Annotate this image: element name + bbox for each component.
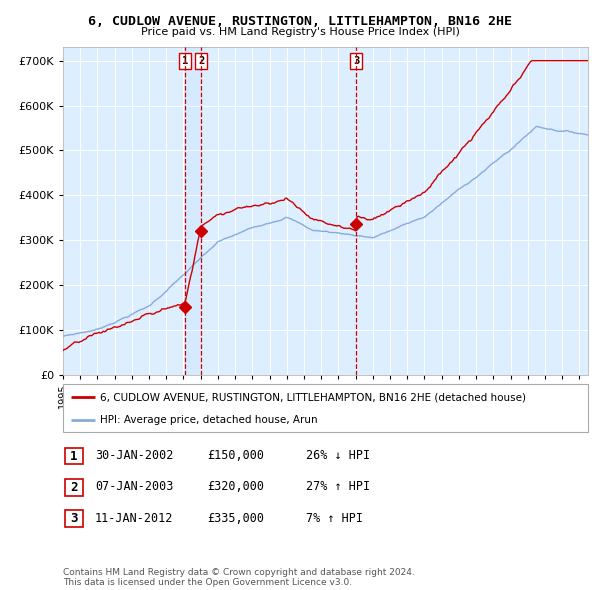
Text: 2: 2 [70, 481, 77, 494]
Text: 3: 3 [70, 512, 77, 525]
Text: 1: 1 [182, 56, 188, 66]
Text: HPI: Average price, detached house, Arun: HPI: Average price, detached house, Arun [100, 415, 317, 425]
Bar [185, 47, 201, 375]
Text: Contains HM Land Registry data © Crown copyright and database right 2024.
This d: Contains HM Land Registry data © Crown c… [63, 568, 415, 587]
Text: 6, CUDLOW AVENUE, RUSTINGTON, LITTLEHAMPTON, BN16 2HE (detached house): 6, CUDLOW AVENUE, RUSTINGTON, LITTLEHAMP… [100, 392, 526, 402]
Text: 26% ↓ HPI: 26% ↓ HPI [306, 449, 370, 462]
Text: 07-JAN-2003: 07-JAN-2003 [95, 480, 173, 493]
Text: £320,000: £320,000 [207, 480, 264, 493]
Text: Price paid vs. HM Land Registry's House Price Index (HPI): Price paid vs. HM Land Registry's House … [140, 27, 460, 37]
Text: 2: 2 [198, 56, 205, 66]
Text: 27% ↑ HPI: 27% ↑ HPI [306, 480, 370, 493]
Text: £335,000: £335,000 [207, 512, 264, 525]
Text: 7% ↑ HPI: 7% ↑ HPI [306, 512, 363, 525]
Text: 11-JAN-2012: 11-JAN-2012 [95, 512, 173, 525]
Text: 30-JAN-2002: 30-JAN-2002 [95, 449, 173, 462]
Text: 1: 1 [70, 450, 77, 463]
Bar [65, 510, 83, 527]
Text: 6, CUDLOW AVENUE, RUSTINGTON, LITTLEHAMPTON, BN16 2HE: 6, CUDLOW AVENUE, RUSTINGTON, LITTLEHAMP… [88, 15, 512, 28]
Text: 3: 3 [353, 56, 359, 66]
Bar [65, 448, 83, 464]
Text: £150,000: £150,000 [207, 449, 264, 462]
Bar [65, 479, 83, 496]
